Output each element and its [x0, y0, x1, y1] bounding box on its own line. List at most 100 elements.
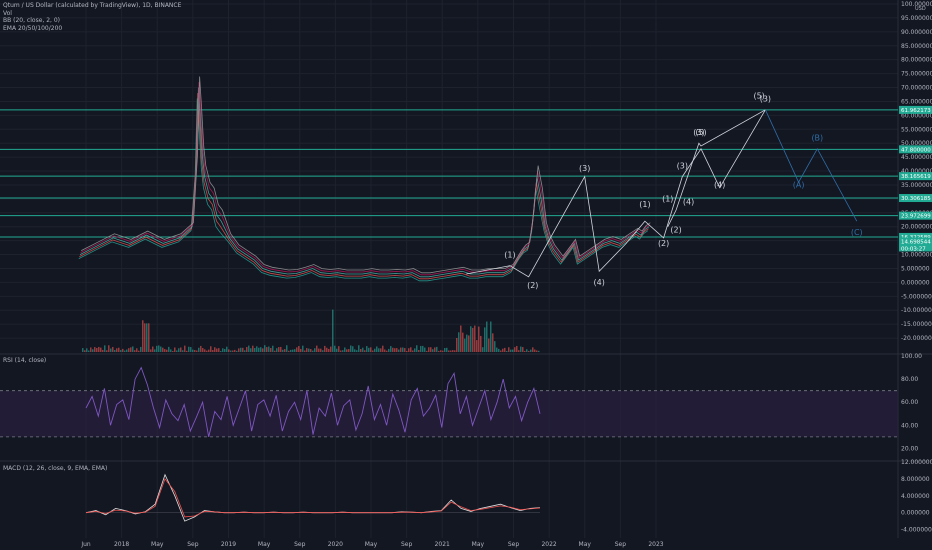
volume-bar — [378, 348, 380, 352]
volume-bar — [242, 347, 244, 352]
volume-bar — [98, 346, 100, 352]
volume-bar — [140, 346, 142, 352]
volume-bar — [252, 345, 254, 352]
volume-bar — [88, 350, 90, 352]
x-tick-label: Jun — [80, 541, 91, 548]
volume-bar — [452, 350, 454, 352]
volume-bar — [422, 345, 424, 352]
x-tick-label: May — [579, 541, 592, 548]
current-price-label: 14.698544 — [901, 239, 931, 245]
volume-bar — [232, 350, 234, 352]
level-label-box — [899, 211, 932, 220]
macd-tick-label: 4.000000 — [901, 493, 930, 500]
volume-bar — [268, 346, 270, 352]
volume-bar — [110, 348, 112, 352]
volume-bar — [274, 350, 276, 352]
wave-label: (1) — [662, 195, 673, 204]
wave-label: (2) — [527, 281, 538, 290]
rsi-band — [0, 390, 898, 437]
volume-bar — [516, 345, 518, 352]
volume-bar — [264, 345, 266, 352]
wave-label: (2) — [658, 239, 669, 248]
price-tick-label: 100.000000 — [901, 1, 932, 8]
price-line — [78, 98, 649, 282]
volume-bar — [162, 347, 164, 352]
price-tick-label: 60.000000 — [901, 112, 932, 119]
price-line — [79, 92, 649, 280]
volume-bar — [144, 323, 146, 352]
level-label-box — [899, 194, 932, 203]
volume-bar — [444, 348, 446, 352]
volume-bar — [418, 349, 420, 352]
volume-bar — [134, 350, 136, 352]
volume-bar — [152, 346, 154, 352]
volume-bar — [142, 320, 144, 352]
rsi-tick-label: 80.00 — [901, 376, 918, 383]
volume-bar — [326, 347, 328, 352]
volume-bar — [230, 350, 232, 352]
volume-bar — [154, 349, 156, 352]
volume-bar — [238, 348, 240, 352]
ema-label: EMA 20/50/100/200 — [3, 24, 63, 32]
volume-bar — [104, 345, 106, 352]
volume-bar — [306, 348, 308, 352]
volume-bar — [476, 340, 478, 352]
volume-bar — [296, 347, 298, 352]
volume-bar — [254, 348, 256, 352]
level-label: 47.800000 — [901, 147, 931, 153]
volume-bar — [310, 349, 312, 352]
volume-bar — [228, 349, 230, 352]
volume-bar — [394, 348, 396, 352]
level-label-box — [899, 145, 932, 154]
volume-bar — [158, 345, 160, 352]
volume-bar — [106, 350, 108, 352]
level-label: 61.962173 — [901, 108, 931, 114]
volume-bar — [266, 347, 268, 352]
volume-bar — [176, 350, 178, 352]
volume-bar — [362, 347, 364, 352]
wave-label: (C) — [851, 228, 863, 237]
volume-bar — [538, 350, 540, 352]
volume-bar — [114, 349, 116, 352]
x-tick-label: 2023 — [648, 541, 663, 548]
volume-bar — [334, 345, 336, 352]
volume-bar — [478, 326, 480, 352]
wave-label: (B) — [811, 133, 823, 142]
volume-bar — [390, 346, 392, 352]
volume-bar — [146, 323, 148, 352]
volume-bar — [534, 349, 536, 352]
wave-label: (1) — [639, 200, 650, 209]
volume-bar — [224, 348, 226, 352]
volume-bar — [304, 350, 306, 352]
volume-bar — [320, 348, 322, 352]
volume-bar — [288, 350, 290, 352]
volume-bar — [392, 347, 394, 352]
volume-bar — [278, 347, 280, 352]
volume-bar — [276, 348, 278, 352]
volume-bar — [150, 349, 152, 352]
price-tick-label: 80.000000 — [901, 57, 932, 64]
macd-legend: MACD (12, 26, close, 9, EMA, EMA) — [3, 465, 107, 473]
volume-bar — [246, 347, 248, 352]
volume-bar — [470, 326, 472, 352]
x-tick-label: Sep — [401, 541, 413, 548]
volume-bar — [518, 350, 520, 352]
vol-label: Vol — [3, 9, 12, 17]
volume-bar — [500, 350, 502, 352]
volume-bar — [358, 345, 360, 352]
volume-bar — [404, 348, 406, 352]
volume-bar — [406, 350, 408, 352]
volume-bar — [408, 348, 410, 352]
volume-bar — [480, 335, 482, 352]
volume-bar — [86, 348, 88, 352]
countdown-label: 00:03:27 — [901, 246, 926, 252]
rsi-line — [85, 366, 541, 438]
volume-bar — [220, 350, 222, 352]
x-tick-label: Sep — [294, 541, 306, 548]
volume-bar — [300, 348, 302, 352]
volume-bar — [136, 348, 138, 352]
volume-bar — [512, 349, 514, 352]
volume-bar — [520, 346, 522, 352]
volume-bar — [508, 347, 510, 352]
volume-bar — [336, 348, 338, 352]
